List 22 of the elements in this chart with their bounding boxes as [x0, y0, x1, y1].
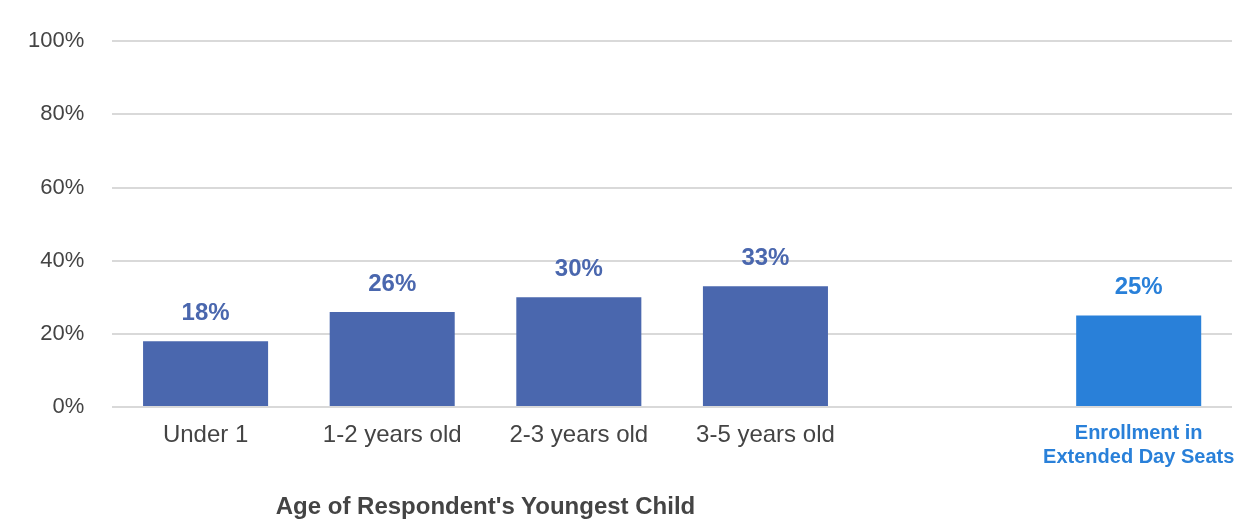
bar	[1076, 315, 1202, 406]
data-label: 33%	[741, 242, 790, 270]
y-tick-label: 40%	[40, 246, 85, 272]
bar	[143, 341, 269, 406]
data-label: 18%	[181, 297, 230, 325]
x-axis-title: Age of Respondent's Youngest Child	[275, 492, 696, 519]
data-label: 26%	[368, 268, 417, 296]
x-tick-label: Under 1	[162, 420, 249, 448]
bar	[329, 311, 455, 406]
bar	[702, 286, 828, 406]
x-tick-label: 1-2 years old	[322, 420, 462, 448]
y-tick-label: 100%	[27, 27, 85, 53]
x-tick-label: 2-3 years old	[509, 420, 649, 448]
x-tick-label: Enrollment in Extended Day Seats	[1043, 420, 1235, 467]
y-tick-label: 60%	[40, 173, 85, 199]
y-tick-label: 80%	[40, 100, 85, 126]
x-tick-label: 3-5 years old	[696, 420, 835, 448]
bar	[516, 297, 642, 406]
data-label: 30%	[554, 253, 603, 281]
y-tick-label: 0%	[52, 393, 85, 419]
y-tick-label: 20%	[40, 319, 85, 345]
data-label: 25%	[1114, 272, 1163, 300]
